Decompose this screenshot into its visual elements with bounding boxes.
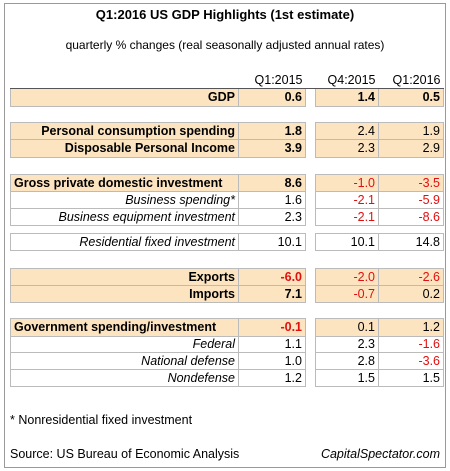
gap bbox=[306, 122, 316, 139]
value-cell: -2.0 bbox=[315, 267, 379, 286]
value-cell: 1.1 bbox=[238, 335, 306, 353]
value-cell: -0.1 bbox=[238, 317, 306, 337]
value-cell: 1.0 bbox=[238, 351, 306, 370]
value-cell: 8.6 bbox=[238, 173, 306, 192]
value-cell: 0.1 bbox=[315, 317, 379, 337]
value-cell: 1.8 bbox=[238, 121, 306, 140]
row-label: Business equipment investment bbox=[10, 207, 239, 226]
value-cell: -5.9 bbox=[378, 190, 444, 209]
title: Q1:2016 US GDP Highlights (1st estimate) bbox=[95, 7, 355, 22]
value-cell: 2.3 bbox=[315, 138, 379, 158]
row-label: National defense bbox=[10, 351, 239, 370]
gap bbox=[306, 174, 316, 191]
value-cell: 2.3 bbox=[315, 335, 379, 353]
row-label: Business spending* bbox=[10, 190, 239, 209]
value-cell: -1.0 bbox=[315, 173, 379, 192]
row-label: Disposable Personal Income bbox=[10, 138, 239, 158]
value-cell: 1.6 bbox=[238, 190, 306, 209]
value-cell: 1.2 bbox=[238, 368, 306, 387]
value-cell: 0.2 bbox=[378, 284, 444, 303]
row-label: Federal bbox=[10, 335, 239, 353]
value-cell: 10.1 bbox=[238, 232, 306, 251]
gap bbox=[306, 208, 316, 225]
gap bbox=[306, 139, 316, 157]
row-label: Gross private domestic investment bbox=[10, 173, 239, 192]
footnote: * Nonresidential fixed investment bbox=[10, 413, 193, 427]
gap bbox=[306, 268, 316, 285]
gap bbox=[306, 88, 316, 106]
row-label: Personal consumption spending bbox=[10, 121, 239, 140]
frame bbox=[4, 3, 446, 468]
gap bbox=[306, 233, 316, 250]
value-cell: -0.7 bbox=[315, 284, 379, 303]
value-cell: 1.9 bbox=[378, 121, 444, 140]
value-cell: 0.5 bbox=[378, 87, 444, 107]
value-cell: 10.1 bbox=[315, 232, 379, 251]
column-header: Q1:2015 bbox=[238, 72, 306, 89]
value-cell: 0.6 bbox=[238, 87, 306, 107]
value-cell: 2.9 bbox=[378, 138, 444, 158]
row-label: Imports bbox=[10, 284, 239, 303]
value-cell: 1.2 bbox=[378, 317, 444, 337]
source: Source: US Bureau of Economic Analysis bbox=[10, 447, 240, 461]
value-cell: 2.8 bbox=[315, 351, 379, 370]
gap bbox=[306, 352, 316, 369]
subtitle: quarterly % changes (real seasonally adj… bbox=[65, 38, 385, 52]
row-label: Government spending/investment bbox=[10, 317, 239, 337]
value-cell: -3.6 bbox=[378, 351, 444, 370]
value-cell: -8.6 bbox=[378, 207, 444, 226]
value-cell: -2.6 bbox=[378, 267, 444, 286]
value-cell: -2.1 bbox=[315, 190, 379, 209]
value-cell: 1.5 bbox=[378, 368, 444, 387]
column-header: Q1:2016 bbox=[378, 72, 444, 89]
value-cell: -3.5 bbox=[378, 173, 444, 192]
value-cell: 1.5 bbox=[315, 368, 379, 387]
site: CapitalSpectator.com bbox=[320, 447, 440, 461]
row-label: Exports bbox=[10, 267, 239, 286]
row-label: Nondefense bbox=[10, 368, 239, 387]
gap bbox=[306, 369, 316, 386]
gap bbox=[306, 191, 316, 208]
value-cell: -6.0 bbox=[238, 267, 306, 286]
value-cell: 3.9 bbox=[238, 138, 306, 158]
value-cell: 7.1 bbox=[238, 284, 306, 303]
value-cell: -2.1 bbox=[315, 207, 379, 226]
gdp-table: Q1:2015 Q4:2015 Q1:2016 GDP 0.6 1.4 0.5 Perso… bbox=[10, 60, 444, 387]
value-cell: -1.6 bbox=[378, 335, 444, 353]
value-cell: 14.8 bbox=[378, 232, 444, 251]
gap bbox=[306, 336, 316, 352]
column-header: Q4:2015 bbox=[315, 72, 379, 89]
value-cell: 1.4 bbox=[315, 87, 379, 107]
row-label: Residential fixed investment bbox=[10, 232, 239, 251]
gap bbox=[306, 318, 316, 336]
row-label: GDP bbox=[10, 87, 239, 107]
value-cell: 2.3 bbox=[238, 207, 306, 226]
gap bbox=[306, 285, 316, 302]
value-cell: 2.4 bbox=[315, 121, 379, 140]
